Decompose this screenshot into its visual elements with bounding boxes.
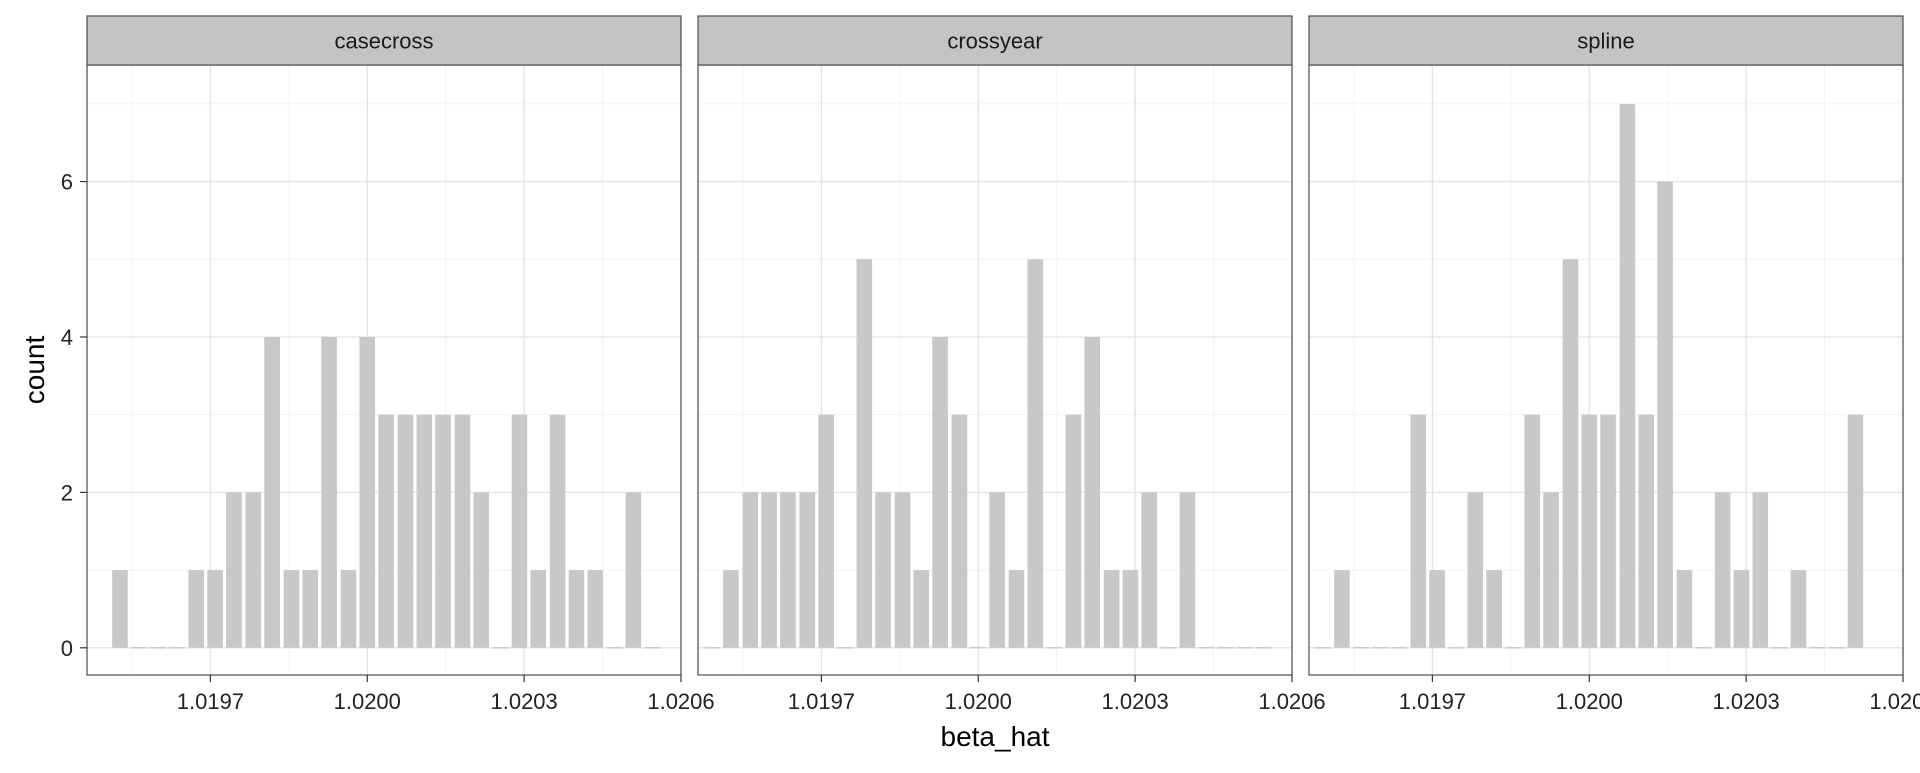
- x-tick-label: 1.0200: [1556, 689, 1623, 714]
- histogram-bar: [1524, 414, 1541, 648]
- histogram-bar: [283, 570, 300, 648]
- histogram-bar: [1027, 259, 1044, 648]
- histogram-bar: [1486, 570, 1502, 648]
- y-tick-label: 2: [61, 480, 73, 505]
- facet-strip-label: casecross: [334, 29, 433, 54]
- histogram-bar: [1581, 414, 1598, 648]
- histogram-bar: [1410, 414, 1427, 648]
- histogram-bar: [1600, 414, 1616, 648]
- histogram-bar: [989, 492, 1005, 648]
- facet-strip-label: crossyear: [947, 29, 1042, 54]
- histogram-bar: [625, 492, 642, 648]
- histogram-bar: [1122, 570, 1139, 648]
- x-tick-label: 1.0206: [1869, 689, 1920, 714]
- histogram-bar: [245, 492, 262, 648]
- histogram-bar: [1638, 414, 1655, 648]
- histogram-bar: [1619, 103, 1636, 648]
- histogram-bar: [1847, 414, 1864, 648]
- x-tick-label: 1.0203: [490, 689, 557, 714]
- facet-strip: [697, 15, 1293, 66]
- histogram-bar: [302, 570, 319, 648]
- histogram-bar: [226, 492, 242, 648]
- histogram-bar: [587, 570, 604, 648]
- histogram-bar: [1429, 570, 1445, 648]
- x-tick-label: 1.0203: [1101, 689, 1168, 714]
- histogram-bar: [1752, 492, 1769, 648]
- histogram-bar: [913, 570, 930, 648]
- histogram-bar: [473, 492, 490, 648]
- histogram-bar: [1141, 492, 1158, 648]
- histogram-bar: [1065, 414, 1082, 648]
- panel-crossyear: crossyear 1.0197 1.0200 1.0203 1.0206: [697, 15, 1326, 714]
- histogram-bar: [761, 492, 777, 648]
- histogram-bar: [359, 336, 376, 648]
- histogram-bar: [416, 414, 433, 648]
- x-tick-label: 1.0200: [334, 689, 401, 714]
- histogram-bar: [321, 336, 337, 648]
- x-tick-label: 1.0197: [177, 689, 244, 714]
- histogram-bar: [340, 570, 357, 648]
- x-tick-label: 1.0197: [1399, 689, 1466, 714]
- histogram-bar: [951, 414, 968, 648]
- histogram-bar: [1790, 570, 1807, 648]
- x-tick-label: 1.0206: [1258, 689, 1325, 714]
- histogram-bar: [568, 570, 585, 648]
- histogram-bar: [932, 336, 948, 648]
- histogram-bar: [454, 414, 471, 648]
- histogram-bar: [1008, 570, 1025, 648]
- x-tick-label: 1.0206: [647, 689, 714, 714]
- histogram-bar: [378, 414, 394, 648]
- histogram-bar: [875, 492, 891, 648]
- x-tick-label: 1.0197: [788, 689, 855, 714]
- y-tick-label: 0: [61, 636, 73, 661]
- histogram-bar: [894, 492, 911, 648]
- facet-strip: [86, 15, 682, 66]
- histogram-bar: [112, 570, 128, 648]
- histogram-bar: [1084, 336, 1101, 648]
- x-axis-title: beta_hat: [941, 721, 1050, 752]
- histogram-bar: [1543, 492, 1559, 648]
- histogram-bar: [780, 492, 796, 648]
- histogram-bar: [856, 259, 873, 648]
- facet-strip-label: spline: [1577, 29, 1634, 54]
- histogram-bar: [742, 492, 759, 648]
- histogram-bar: [1179, 492, 1196, 648]
- histogram-bar: [264, 336, 280, 648]
- histogram-bar: [1334, 570, 1350, 648]
- panel-spline: spline 1.0197 1.0200 1.0203 1.0206: [1308, 15, 1920, 714]
- histogram-bar: [1676, 570, 1693, 648]
- histogram-bar: [799, 492, 816, 648]
- y-tick-label: 4: [61, 325, 73, 350]
- histogram-bar: [723, 570, 739, 648]
- histogram-bar: [549, 414, 566, 648]
- histogram-bar: [188, 570, 205, 648]
- histogram-bar: [511, 414, 528, 648]
- histogram-bar: [1103, 570, 1120, 648]
- histogram-bar: [397, 414, 414, 648]
- x-tick-label: 1.0200: [945, 689, 1012, 714]
- histogram-bar: [1733, 570, 1750, 648]
- histogram-bar: [1467, 492, 1484, 648]
- panel-casecross: casecross 1.0197 1.0200 1.0203 1.0206: [86, 15, 715, 714]
- x-tick-label: 1.0203: [1712, 689, 1779, 714]
- histogram-bar: [1657, 181, 1673, 648]
- y-tick-label: 6: [61, 170, 73, 195]
- y-axis-title: count: [19, 336, 50, 405]
- facet-strip: [1308, 15, 1904, 66]
- histogram-bar: [207, 570, 223, 648]
- y-axis: 0 2 4 6: [61, 170, 87, 661]
- histogram-bar: [1714, 492, 1731, 648]
- histogram-bar: [530, 570, 547, 648]
- histogram-bar: [435, 414, 451, 648]
- histogram-bar: [1562, 259, 1579, 648]
- histogram-bar: [818, 414, 834, 648]
